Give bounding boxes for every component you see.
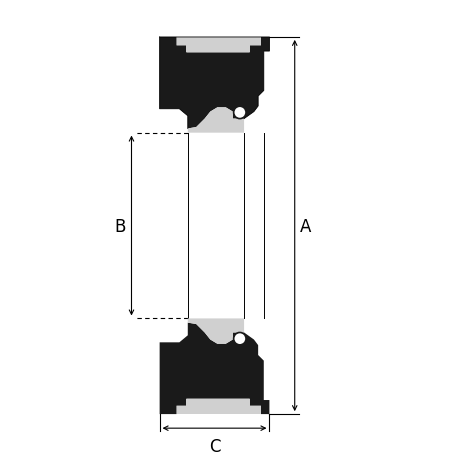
Polygon shape bbox=[187, 108, 244, 134]
Polygon shape bbox=[176, 399, 260, 414]
Polygon shape bbox=[187, 319, 244, 344]
Polygon shape bbox=[159, 38, 269, 129]
Text: B: B bbox=[114, 217, 126, 235]
Circle shape bbox=[233, 107, 246, 119]
Circle shape bbox=[233, 333, 246, 345]
Text: C: C bbox=[208, 437, 220, 454]
Polygon shape bbox=[159, 323, 269, 414]
Text: A: A bbox=[300, 217, 311, 235]
Polygon shape bbox=[176, 38, 260, 53]
